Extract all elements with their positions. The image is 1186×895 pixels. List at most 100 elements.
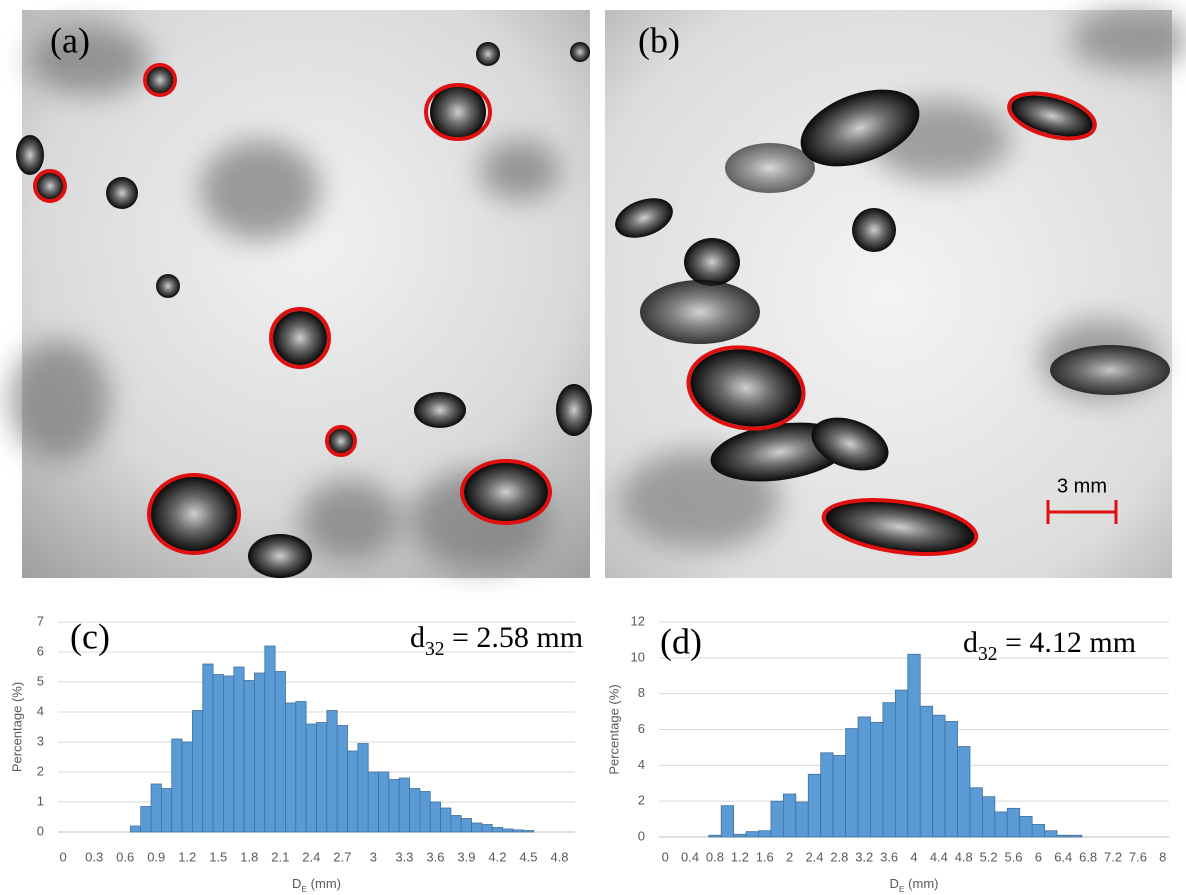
- bar: [398, 777, 410, 833]
- y-tick-label: 10: [631, 649, 645, 664]
- y-tick-label: 5: [37, 673, 44, 688]
- y-tick-label: 1: [37, 793, 44, 808]
- bar: [316, 722, 328, 833]
- x-tick-label: 0.9: [147, 849, 165, 864]
- bar: [982, 796, 996, 838]
- bar: [969, 787, 983, 838]
- bar: [429, 801, 441, 833]
- x-tick-label: 6: [1035, 849, 1042, 864]
- x-tick-label: 3.3: [395, 849, 413, 864]
- x-tick-label: 0.4: [681, 849, 699, 864]
- annotation: d32 = 2.58 mm: [410, 621, 583, 660]
- bar: [285, 702, 297, 833]
- bar: [782, 793, 797, 838]
- bar: [795, 801, 809, 838]
- bar: [192, 710, 204, 833]
- x-tick-label: 3.6: [426, 849, 444, 864]
- annotation: d32 = 4.12 mm: [963, 626, 1136, 665]
- bar: [160, 788, 173, 833]
- y-tick-label: 4: [37, 703, 44, 718]
- bar: [1019, 815, 1033, 838]
- bar: [502, 828, 514, 833]
- bar: [944, 721, 958, 838]
- bar: [857, 716, 871, 838]
- bar: [770, 800, 784, 838]
- bar: [1056, 834, 1070, 838]
- x-tick-label: 4: [910, 849, 917, 864]
- annotation-sub: 32: [978, 644, 998, 665]
- bar: [720, 805, 735, 838]
- x-tick-label: 0.8: [706, 849, 724, 864]
- x-tick-label: 6.4: [1054, 849, 1072, 864]
- panel-label: (d): [660, 621, 702, 661]
- x-tick-label: 0: [60, 849, 67, 864]
- bar: [212, 674, 224, 833]
- bar: [758, 830, 772, 838]
- x-tick-label: 1.5: [209, 849, 227, 864]
- x-tick-label: 5.2: [980, 849, 998, 864]
- bar: [129, 825, 142, 833]
- bar: [264, 645, 276, 833]
- annotation: DE (mm): [292, 876, 341, 894]
- annotation: DE (mm): [890, 876, 939, 894]
- bar: [1006, 807, 1021, 838]
- bar: [870, 721, 884, 838]
- bar: [708, 834, 722, 838]
- bar: [932, 714, 946, 838]
- y-tick-label: 2: [37, 763, 44, 778]
- x-tick-label: 4.4: [930, 849, 948, 864]
- x-tick-label: 1.8: [240, 849, 258, 864]
- bar: [882, 702, 896, 838]
- bar: [419, 791, 431, 833]
- x-tick-label: 4.2: [488, 849, 506, 864]
- y-axis-title: Percentage (%): [9, 682, 24, 772]
- x-tick-label: 0: [662, 849, 669, 864]
- bar: [181, 741, 193, 833]
- bar: [202, 663, 214, 833]
- bar: [336, 725, 348, 833]
- bar: [223, 675, 235, 833]
- annotation-sub: 32: [425, 639, 445, 660]
- bar: [832, 755, 846, 838]
- y-tick-label: 8: [638, 685, 645, 700]
- bar: [440, 807, 452, 833]
- bar: [254, 672, 266, 833]
- annotation-rest: (mm): [307, 876, 341, 891]
- bar: [1044, 830, 1058, 838]
- y-axis-title: Percentage (%): [606, 684, 621, 774]
- y-tick-label: 2: [638, 793, 645, 808]
- bar: [845, 728, 859, 838]
- bar: [295, 701, 307, 833]
- x-tick-label: 4.8: [550, 849, 568, 864]
- x-tick-label: 3: [370, 849, 377, 864]
- annotation-sub: E: [301, 884, 307, 894]
- bar: [907, 653, 921, 838]
- x-tick-label: 4.5: [519, 849, 537, 864]
- bar: [450, 815, 462, 833]
- bar: [522, 830, 535, 833]
- x-tick-label: 3.6: [880, 849, 898, 864]
- bar: [481, 824, 493, 833]
- x-tick-label: 0.3: [85, 849, 103, 864]
- annotation-sub: E: [899, 884, 905, 894]
- y-tick-label: 3: [37, 733, 44, 748]
- bar: [807, 773, 822, 838]
- bar: [491, 827, 504, 833]
- x-tick-label: 5.6: [1004, 849, 1022, 864]
- x-tick-label: 4.8: [955, 849, 973, 864]
- bar: [460, 818, 473, 833]
- bar: [994, 811, 1008, 838]
- annotation-base: D: [890, 876, 899, 891]
- photo-label: (b): [638, 20, 680, 60]
- annotation-rest: (mm): [905, 876, 939, 891]
- bar: [274, 671, 286, 833]
- bar: [1069, 834, 1083, 838]
- y-tick-label: 7: [37, 613, 44, 628]
- bar: [894, 689, 909, 838]
- x-tick-label: 8: [1159, 849, 1166, 864]
- bar: [243, 680, 255, 833]
- x-tick-label: 2.4: [805, 849, 823, 864]
- bar: [305, 723, 317, 833]
- bar: [919, 705, 934, 838]
